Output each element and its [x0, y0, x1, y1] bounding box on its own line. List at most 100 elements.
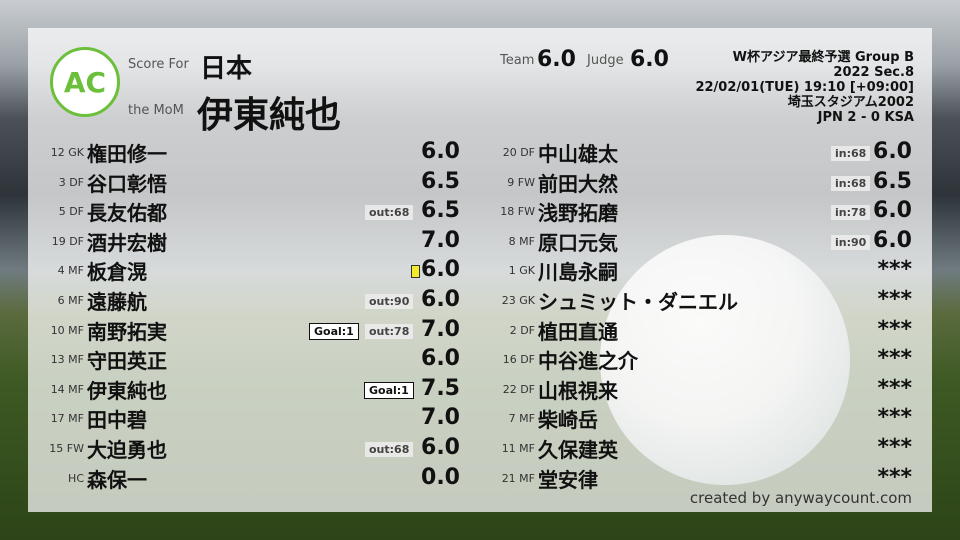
number-position: 10 MF — [50, 323, 84, 337]
datetime: 22/02/01(TUE) 19:10 [+09:00] — [695, 80, 914, 95]
player-name: 守田英正 — [87, 349, 167, 374]
mom-label: the MoM — [128, 103, 184, 118]
player-score: 6.0 — [421, 346, 460, 372]
number-position: 9 FW — [507, 175, 535, 189]
player-score: *** — [877, 257, 912, 283]
match-info: W杯アジア最終予選 Group B 2022 Sec.8 22/02/01(TU… — [695, 50, 914, 125]
logo-text: AC — [63, 65, 107, 99]
number-position: 11 MF — [501, 442, 535, 455]
player-row: 17 MF 田中碧 — [24, 404, 147, 433]
player-score: 6.0 — [873, 227, 912, 253]
player-name: 中山雄太 — [538, 142, 618, 166]
player-score: *** — [877, 375, 912, 401]
number-position: 2 DF — [509, 323, 535, 337]
player-score: *** — [877, 316, 912, 342]
player-name: シュミット・ダニエル — [538, 290, 738, 314]
player-score: 6.5 — [421, 168, 460, 194]
player-name: 森保一 — [87, 467, 147, 492]
number-position: 20 DF — [502, 146, 535, 159]
sub-in-badge: in:78 — [831, 205, 871, 221]
player-score: 6.5 — [421, 198, 460, 224]
player-row: 15 FW 大迫勇也 — [24, 434, 167, 463]
player-name: 中谷進之介 — [538, 349, 638, 374]
number-position: 17 MF — [50, 412, 84, 426]
player-name: 山根視来 — [538, 378, 618, 403]
number-position: 12 GK — [50, 146, 84, 159]
player-name: 酒井宏樹 — [87, 230, 167, 255]
number-position: 19 DF — [51, 234, 84, 248]
sub-row: 20 DF 中山雄太 — [475, 138, 618, 167]
player-score: 6.0 — [873, 198, 912, 224]
number-position: 7 MF — [508, 412, 535, 426]
player-name: 大迫勇也 — [87, 438, 167, 462]
player-name: 堂安律 — [538, 467, 598, 492]
yellow-card-icon — [411, 265, 420, 279]
player-name: 遠藤航 — [87, 290, 147, 314]
player-score: 0.0 — [421, 464, 460, 490]
player-score: *** — [877, 287, 912, 312]
sub-out-badge: out:90 — [365, 294, 414, 309]
player-name: 谷口彰悟 — [87, 171, 167, 196]
number-position: 18 FW — [500, 205, 535, 219]
sub-row: 8 MF 原口元気 — [475, 227, 618, 256]
team-name: 日本 — [200, 54, 253, 84]
number-position: 6 MF — [57, 294, 84, 307]
number-position: 13 MF — [50, 353, 84, 367]
player-name: 前田大然 — [538, 171, 618, 196]
player-name: 原口元気 — [538, 230, 618, 255]
player-name: 浅野拓磨 — [538, 201, 618, 226]
sub-in-badge: in:68 — [831, 175, 871, 191]
sub-row: 7 MF 柴崎岳 — [475, 404, 598, 433]
sub-in-badge: in:68 — [831, 146, 871, 161]
result: JPN 2 - 0 KSA — [817, 110, 914, 125]
player-name: 長友佑都 — [87, 201, 167, 226]
number-position: 21 MF — [501, 471, 535, 485]
sub-row: 22 DF 山根視来 — [475, 375, 618, 404]
player-score: *** — [877, 346, 912, 372]
player-score: 7.0 — [421, 227, 460, 253]
player-name: 久保建英 — [538, 438, 618, 462]
player-name: 権田修一 — [87, 142, 167, 166]
player-row: 13 MF 守田英正 — [24, 345, 167, 374]
player-name: 田中碧 — [87, 408, 147, 433]
venue: 埼玉スタジアム2002 — [787, 95, 914, 110]
player-score: 7.0 — [421, 316, 460, 342]
player-name: 板倉滉 — [87, 260, 147, 285]
player-score: 6.0 — [421, 287, 460, 312]
player-name: 植田直通 — [538, 319, 618, 344]
player-score: 7.0 — [421, 405, 460, 431]
number-position: 22 DF — [502, 382, 535, 396]
player-score: 7.5 — [421, 375, 460, 401]
number-position: 4 MF — [57, 264, 84, 278]
sub-row: 2 DF 植田直通 — [475, 316, 618, 345]
player-score: 6.5 — [873, 168, 912, 194]
player-row: 4 MF 板倉滉 — [24, 256, 147, 285]
player-row: 12 GK 権田修一 — [24, 138, 167, 167]
sub-row: 16 DF 中谷進之介 — [475, 345, 638, 374]
judge-score: 6.0 — [630, 47, 669, 72]
section: 2022 Sec.8 — [833, 65, 914, 80]
number-position: 1 GK — [508, 264, 535, 278]
sub-in-badge: in:90 — [831, 234, 871, 250]
team-label: Team — [500, 53, 535, 68]
anywaycount-logo: AC — [50, 47, 120, 117]
number-position: 23 GK — [501, 294, 535, 307]
player-row: HC 森保一 — [24, 464, 147, 493]
sub-row: 21 MF 堂安律 — [475, 464, 598, 493]
player-score: *** — [877, 435, 912, 460]
score-for-label: Score For — [128, 57, 189, 72]
sub-row: 11 MF 久保建英 — [475, 434, 618, 463]
goal-badge: Goal:1 — [364, 381, 414, 399]
player-row: 3 DF 谷口彰悟 — [24, 168, 167, 197]
number-position: 16 DF — [502, 353, 535, 367]
player-row: 19 DF 酒井宏樹 — [24, 227, 167, 256]
number-position: 5 DF — [58, 205, 84, 219]
sub-row: 18 FW 浅野拓磨 — [475, 197, 618, 226]
number-position: 15 FW — [49, 442, 84, 455]
number-position: 14 MF — [50, 382, 84, 396]
player-score: 6.0 — [421, 139, 460, 164]
sub-out-badge: out:68 — [365, 205, 414, 221]
sub-out-badge: out:78 — [365, 323, 414, 339]
player-score: 6.0 — [421, 435, 460, 460]
player-score: *** — [877, 405, 912, 431]
